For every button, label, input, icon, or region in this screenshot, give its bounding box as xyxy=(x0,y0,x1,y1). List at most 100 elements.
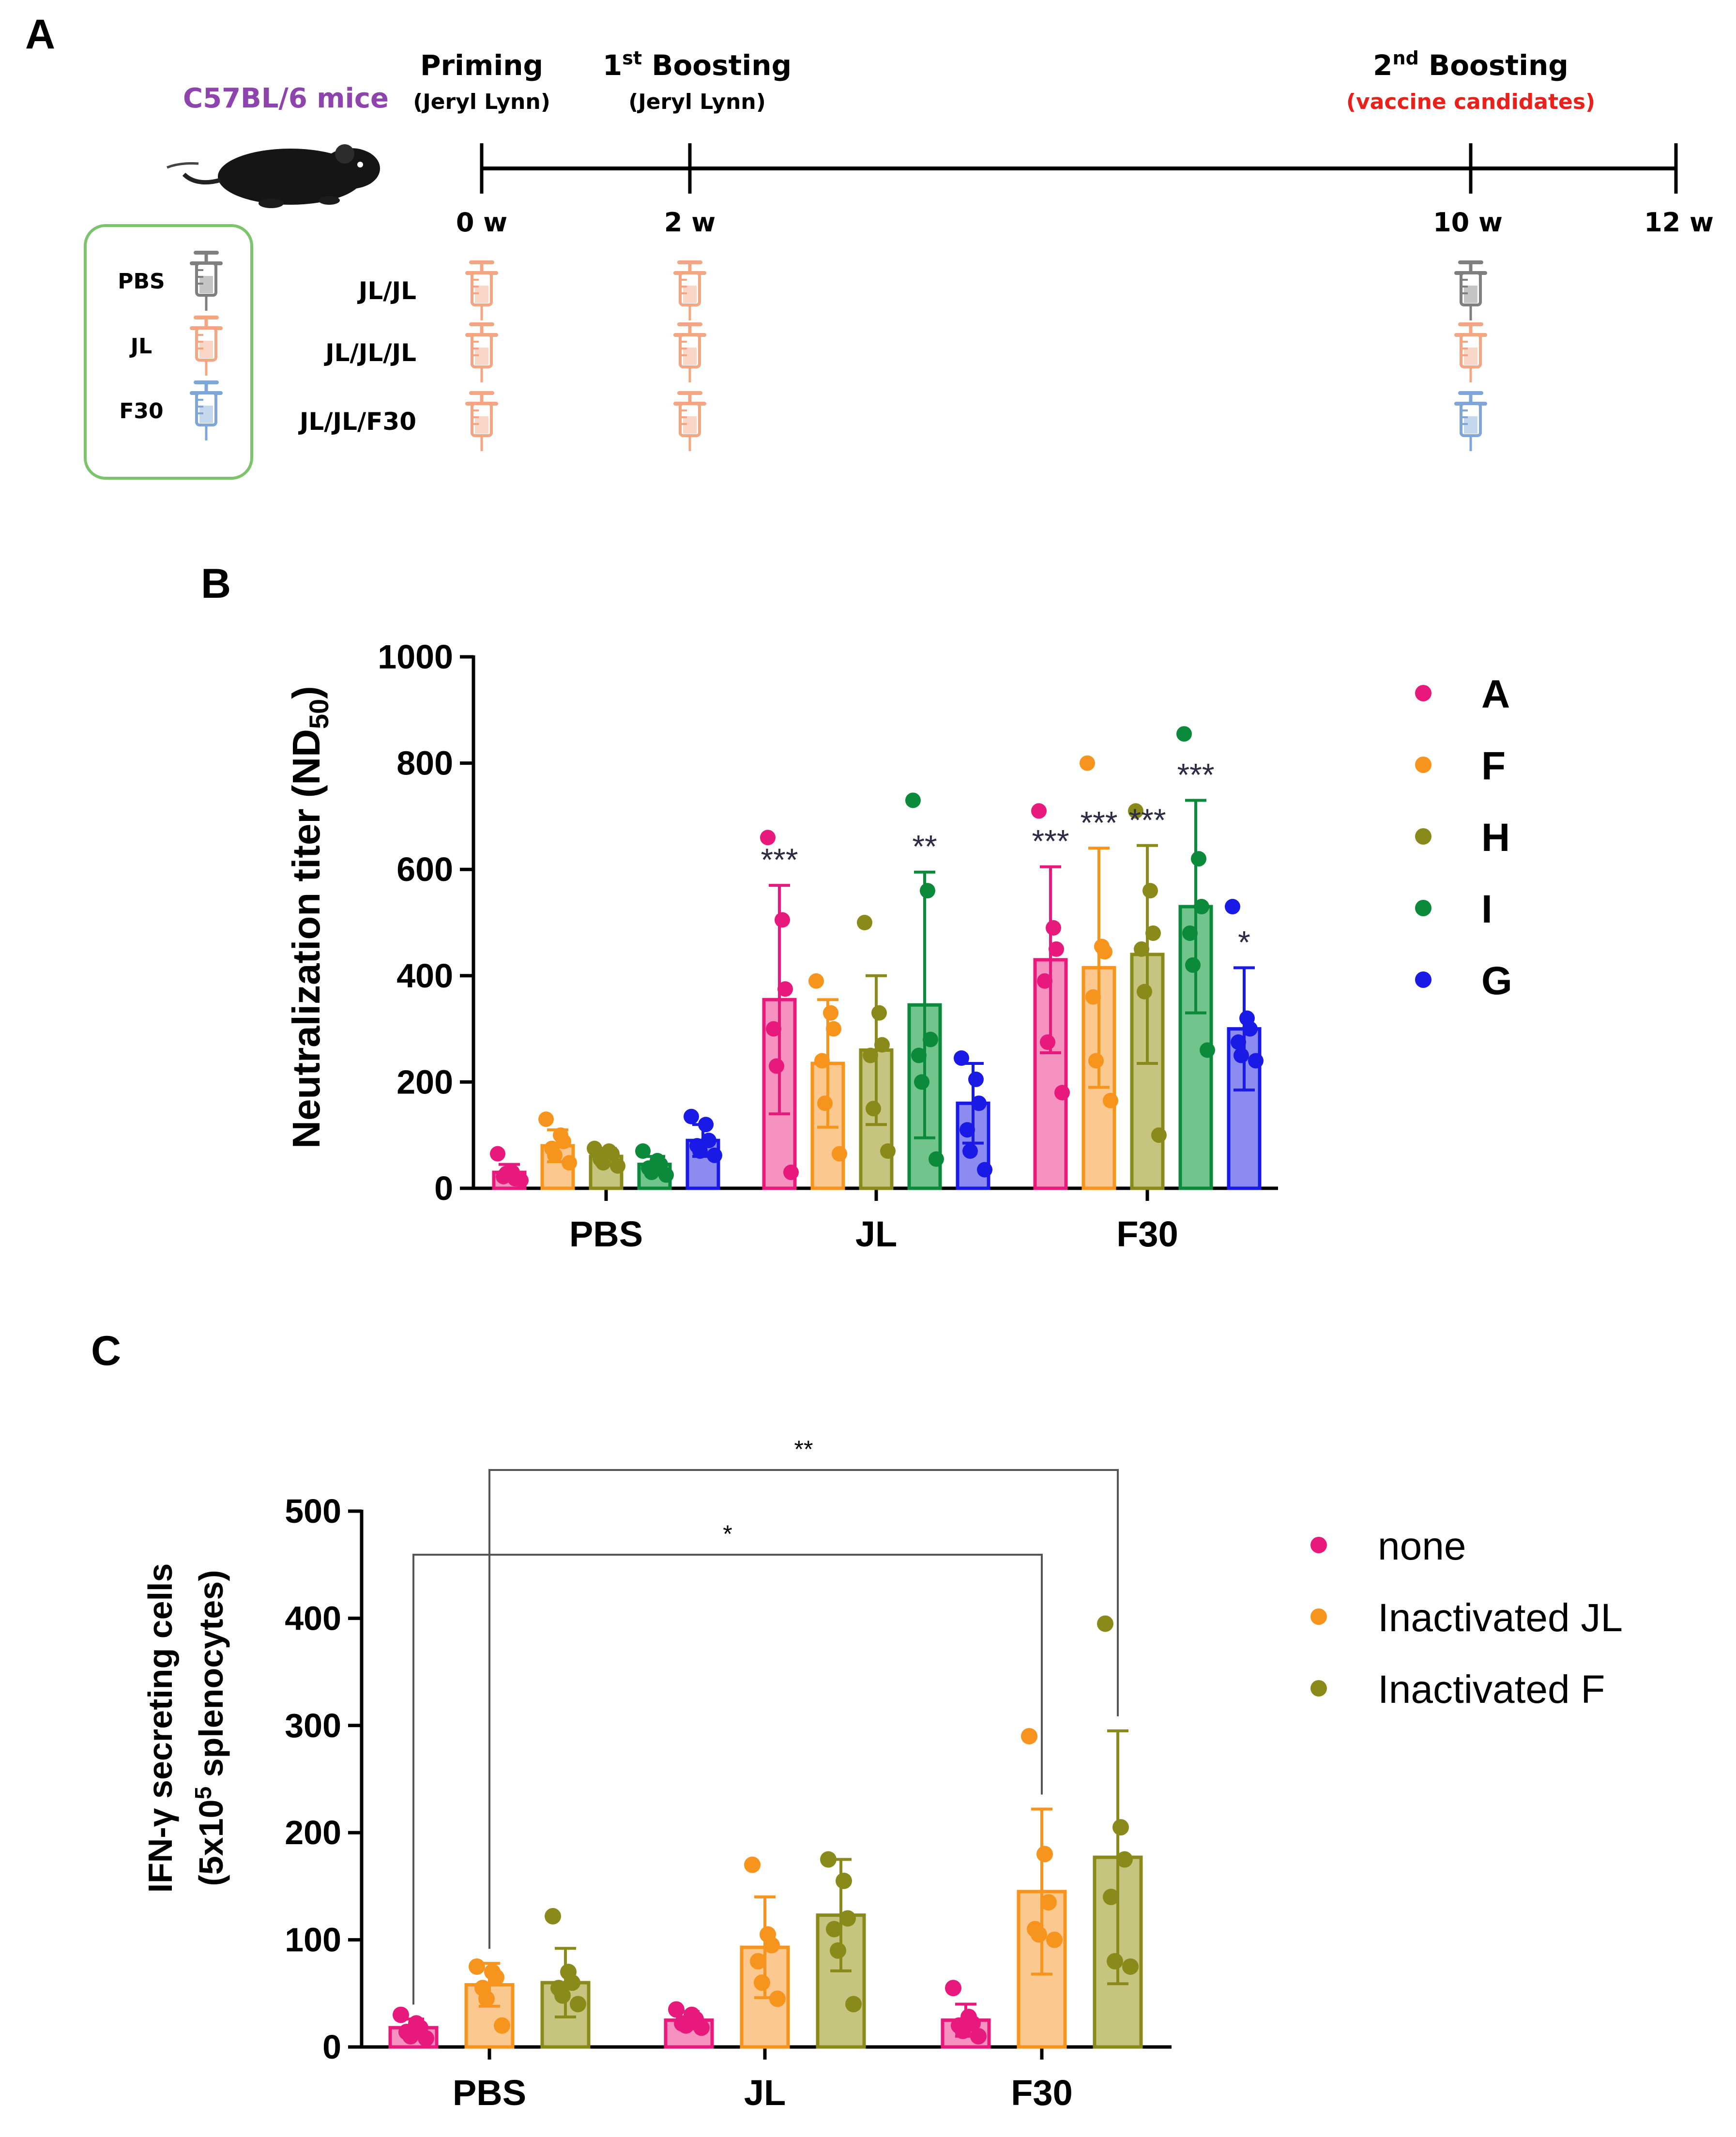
data-point xyxy=(1137,984,1152,1000)
data-point xyxy=(754,1974,770,1991)
data-point xyxy=(817,1095,833,1111)
comparison-bracket xyxy=(412,1554,1043,2005)
legend-marker xyxy=(1415,900,1431,916)
syringe-icon xyxy=(190,251,223,311)
data-point xyxy=(678,2017,694,2034)
syringe-icon xyxy=(673,322,706,382)
data-point xyxy=(1097,944,1112,960)
y-tick-label: 400 xyxy=(396,957,453,995)
y-tick-label: 0 xyxy=(322,2028,341,2066)
data-point xyxy=(769,1058,784,1074)
legend-label: I xyxy=(1481,887,1492,931)
data-point xyxy=(1037,973,1052,989)
dosing-group-label: JL/JL/JL xyxy=(324,339,416,367)
data-point xyxy=(845,1996,862,2013)
data-point xyxy=(1142,883,1158,899)
data-point xyxy=(826,1921,842,1938)
significance-label: *** xyxy=(1080,804,1117,840)
timeline-events: Priming (Jeryl Lynn) 1st Boosting (Jeryl Ly… xyxy=(413,47,1595,114)
y-tick-label: 300 xyxy=(285,1707,341,1744)
data-point xyxy=(1134,941,1149,957)
data-point xyxy=(971,1095,987,1111)
data-point xyxy=(820,1851,837,1868)
data-point xyxy=(393,2006,409,2023)
data-point xyxy=(707,1147,722,1163)
data-point xyxy=(914,1074,929,1090)
data-point xyxy=(905,792,921,808)
syringe-icon xyxy=(673,391,706,451)
data-point xyxy=(857,915,872,930)
comparison-significance-label: ** xyxy=(794,1436,813,1463)
timeline-ticks xyxy=(480,143,1678,194)
data-point xyxy=(1225,899,1240,915)
data-point xyxy=(911,1047,927,1063)
data-point xyxy=(1116,1851,1133,1868)
y-tick-label: 1000 xyxy=(378,638,453,676)
data-point xyxy=(1103,1889,1119,1906)
panel-c-label: C xyxy=(91,1328,121,1374)
data-point xyxy=(945,1980,961,1997)
data-point xyxy=(826,1021,841,1037)
data-point xyxy=(1040,1894,1057,1911)
data-point xyxy=(564,1974,580,1991)
data-point xyxy=(610,1158,625,1174)
data-point xyxy=(538,1111,554,1127)
data-point xyxy=(830,1942,846,1959)
data-point xyxy=(1151,1127,1167,1143)
data-point xyxy=(769,1990,786,2007)
significance-label: * xyxy=(1238,924,1250,960)
data-point xyxy=(954,1050,969,1066)
data-point xyxy=(839,1910,856,1927)
legend-label: Inactivated F xyxy=(1378,1667,1605,1712)
timeline-event-title: 2nd Boosting xyxy=(1373,47,1568,82)
dosing-group-label: JL/JL xyxy=(357,277,416,305)
timeline-week-label: 2 w xyxy=(664,207,716,238)
data-point xyxy=(701,1133,716,1149)
data-point xyxy=(1122,1958,1139,1975)
data-point xyxy=(595,1155,611,1171)
data-point xyxy=(783,1165,799,1181)
data-point xyxy=(693,2019,710,2036)
syringe-icon xyxy=(190,380,223,440)
data-point xyxy=(968,1071,984,1087)
data-point xyxy=(1080,755,1095,771)
significance-label: *** xyxy=(1032,823,1069,859)
syringe-icon xyxy=(1454,391,1487,451)
legend-label: A xyxy=(1481,672,1510,716)
legend-label: F xyxy=(1481,744,1506,788)
data-point xyxy=(698,1117,714,1133)
data-point xyxy=(570,1996,586,2013)
y-axis-title-c-line1: IFN-γ secreting cells xyxy=(141,1563,179,1893)
vaccine-legend-label: JL xyxy=(129,334,152,359)
data-point xyxy=(775,912,790,928)
data-point xyxy=(1046,920,1061,936)
data-point xyxy=(1200,1042,1215,1058)
data-point xyxy=(750,1953,766,1970)
data-point xyxy=(866,1101,881,1117)
data-point xyxy=(814,1053,830,1069)
y-tick-label: 0 xyxy=(434,1169,453,1207)
data-point xyxy=(977,1162,992,1178)
data-point xyxy=(1176,726,1192,742)
legend-marker xyxy=(1415,757,1431,773)
panel-a-timeline: A C57BL/6 mice PBS JL F30 Priming (Jeryl Ly… xyxy=(25,11,1714,480)
data-point xyxy=(684,1108,699,1124)
data-point xyxy=(402,2028,419,2045)
x-category-label: JL xyxy=(855,1214,897,1254)
data-point xyxy=(1031,803,1047,819)
data-point xyxy=(1112,1819,1129,1836)
y-axis-title-b-main: Neutralization titer (ND xyxy=(285,729,328,1149)
timeline-week-label: 0 w xyxy=(456,207,507,238)
data-point xyxy=(1103,1092,1118,1108)
data-point xyxy=(658,1167,674,1183)
data-point xyxy=(962,1143,978,1159)
data-point xyxy=(1242,1021,1258,1037)
data-point xyxy=(766,1021,781,1037)
x-category-label: PBS xyxy=(453,2073,526,2113)
vaccine-legend-label: F30 xyxy=(119,399,163,424)
significance-label: *** xyxy=(761,842,798,878)
panel-b-label: B xyxy=(201,561,231,607)
data-point xyxy=(836,1872,852,1889)
